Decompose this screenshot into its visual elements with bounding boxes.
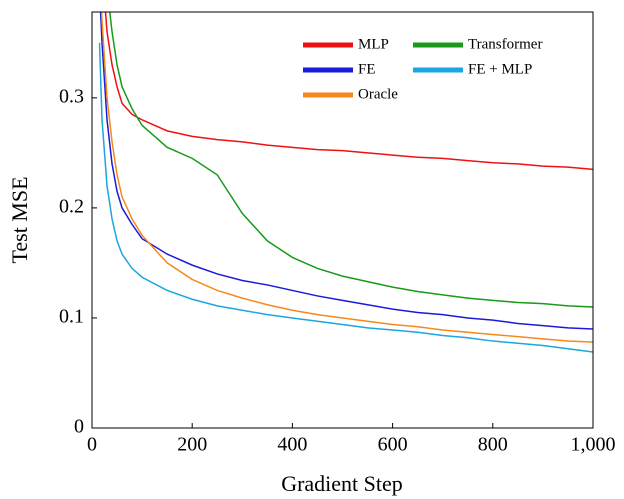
series-line xyxy=(98,42,593,353)
legend-label: Oracle xyxy=(358,86,398,102)
legend-label: FE + MLP xyxy=(468,61,532,77)
x-tick-label: 200 xyxy=(177,434,207,456)
x-axis-label: Gradient Step xyxy=(281,471,403,496)
plot-frame xyxy=(91,11,594,429)
series-line xyxy=(109,12,593,308)
series-line xyxy=(100,12,593,343)
plot-lines xyxy=(98,12,593,353)
y-tick-label: 0.3 xyxy=(59,85,84,107)
series-line xyxy=(99,12,593,330)
y-tick-label: 0.1 xyxy=(59,306,84,328)
legend-label: MLP xyxy=(358,36,389,52)
legend-label: FE xyxy=(358,61,376,77)
x-tick-label: 1,000 xyxy=(571,434,616,456)
y-axis-label: Test MSE xyxy=(7,176,32,263)
y-tick-label: 0.2 xyxy=(59,195,84,217)
x-tick-label: 400 xyxy=(277,434,307,456)
x-tick-label: 600 xyxy=(378,434,408,456)
x-tick-label: 800 xyxy=(478,434,508,456)
y-tick-label: 0 xyxy=(74,416,84,438)
series-line xyxy=(104,12,593,171)
legend-label: Transformer xyxy=(468,36,542,52)
x-tick-label: 0 xyxy=(87,434,97,456)
